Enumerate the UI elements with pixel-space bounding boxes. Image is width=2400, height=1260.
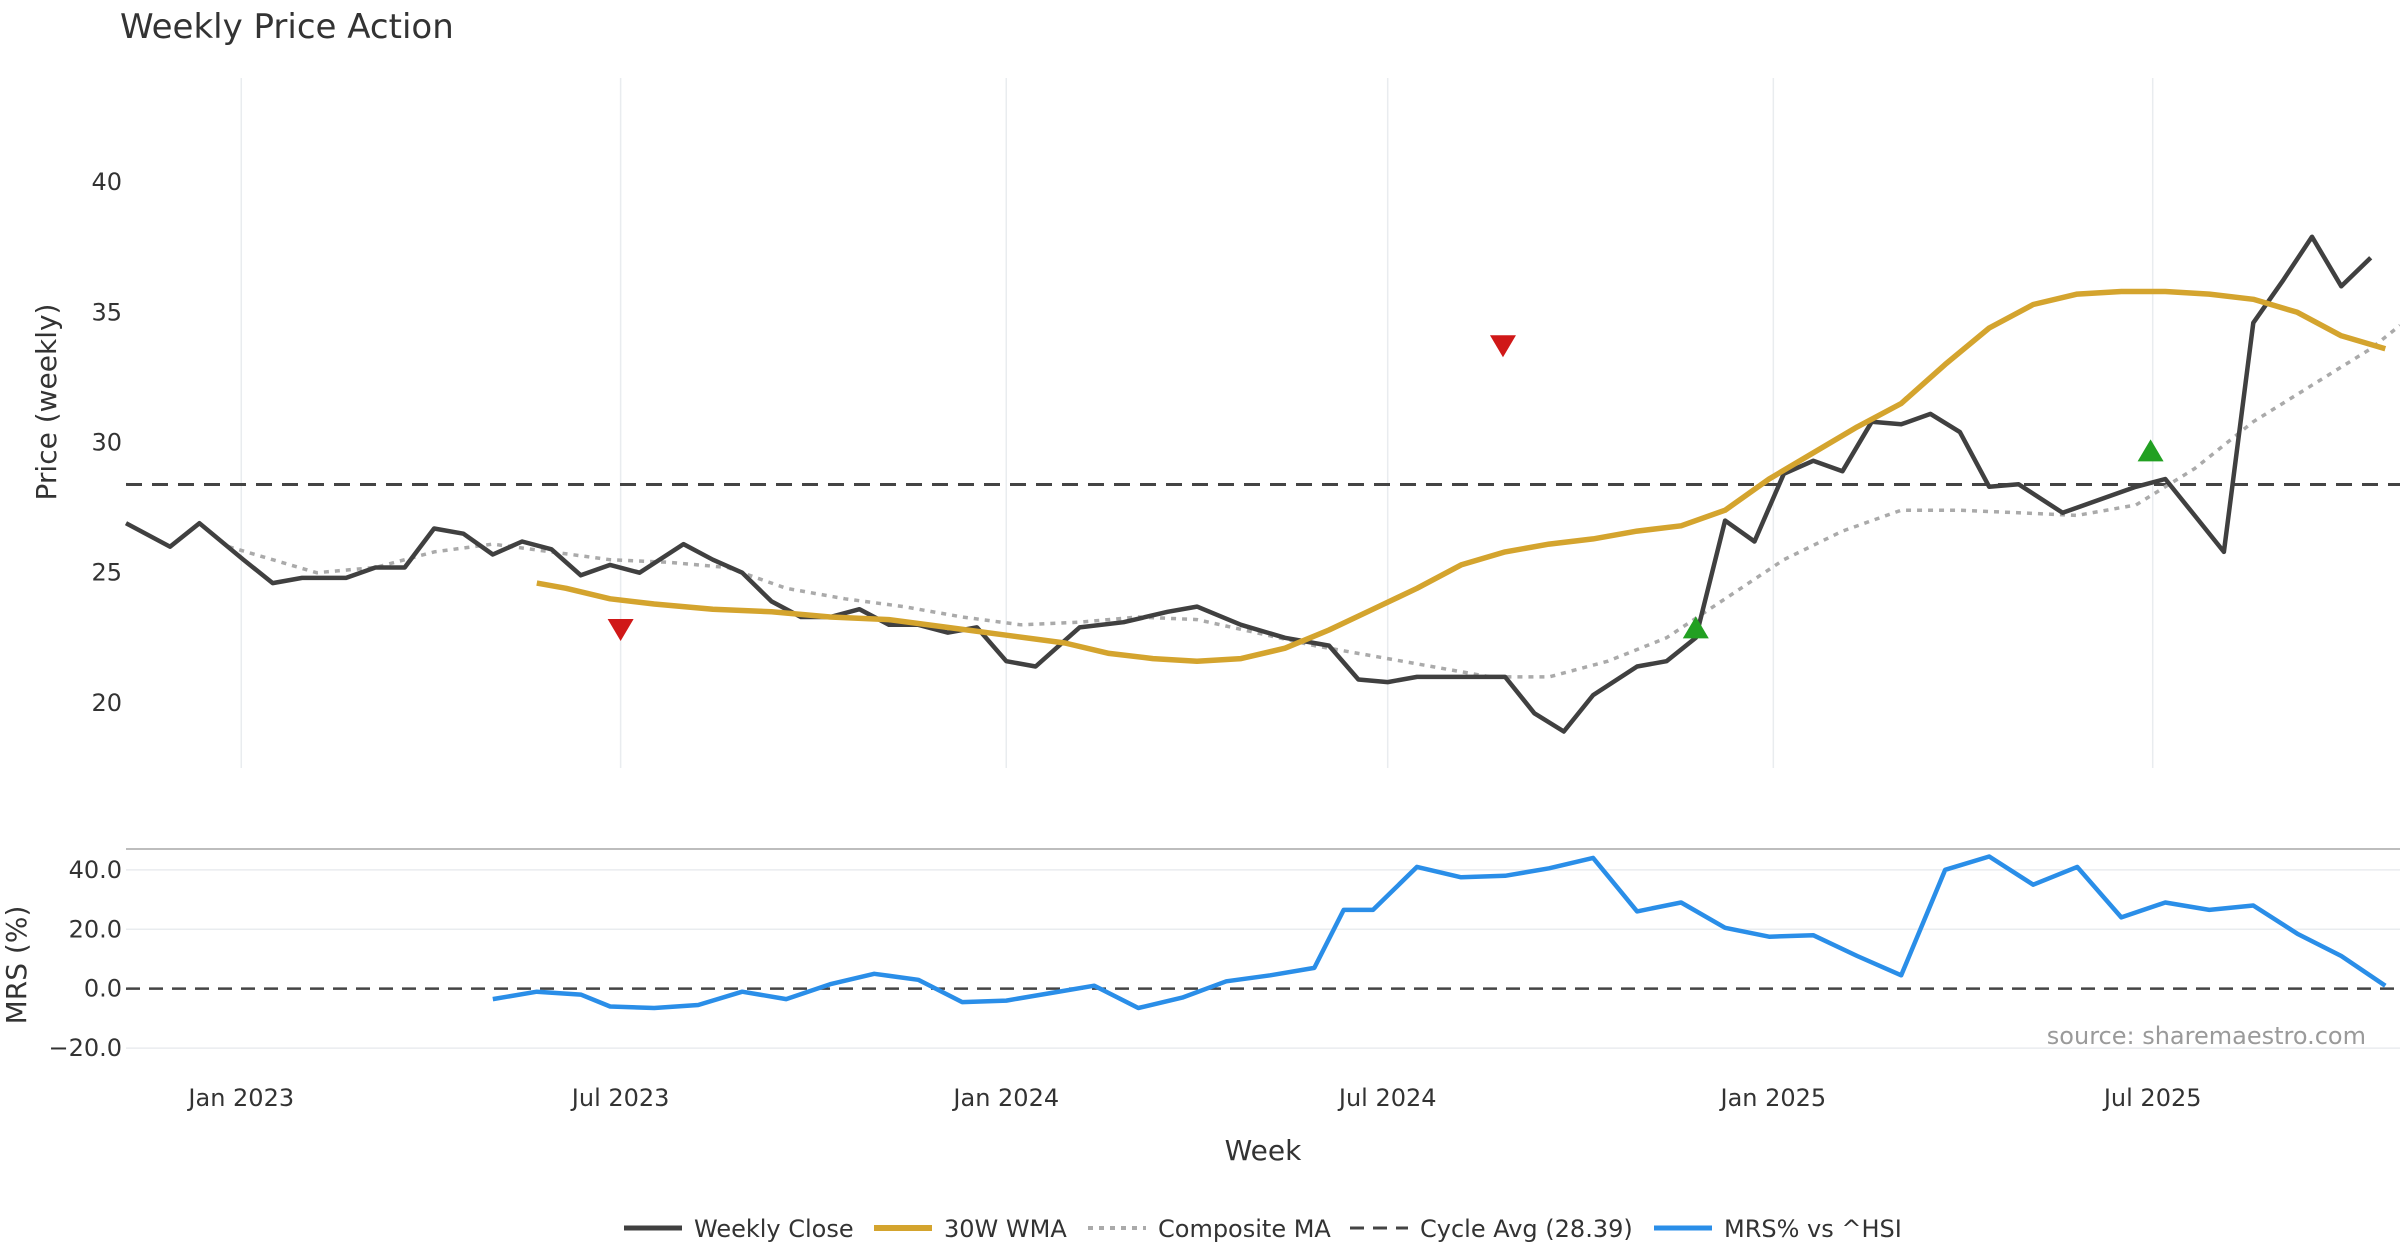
mrs-line	[492, 854, 2387, 1011]
legend-label: Cycle Avg (28.39)	[1420, 1215, 1633, 1243]
sell-signal-marker	[607, 619, 634, 641]
mrs-y-tick-label: −20.0	[48, 1034, 122, 1062]
x-tick-label: Jan 2024	[951, 1084, 1059, 1112]
legend-label: 30W WMA	[944, 1215, 1067, 1243]
x-tick-label: Jul 2024	[1337, 1084, 1437, 1112]
x-tick-label: Jan 2023	[186, 1084, 294, 1112]
price-gridlines	[240, 78, 2154, 768]
legend: Weekly Close 30W WMA Composite MA Cycle Avg…	[624, 1215, 1902, 1243]
price-panel: 20 25 30 35 40 Price (weekly)	[30, 78, 2400, 768]
mrs-panel: −20.0 0.0 20.0 40.0 MRS (%) source: sharema…	[0, 848, 2400, 1062]
mrs-y-ticks: −20.0 0.0 20.0 40.0	[48, 856, 122, 1062]
buy-signal-marker	[2137, 439, 2164, 462]
signal-markers	[607, 335, 2164, 641]
legend-label: MRS% vs ^HSI	[1724, 1215, 1902, 1243]
mrs-y-tick-label: 20.0	[69, 915, 122, 943]
composite-ma-line	[228, 324, 2400, 679]
price-series	[124, 234, 2400, 734]
mrs-y-tick-label: 0.0	[84, 975, 122, 1003]
chart-title: Weekly Price Action	[120, 7, 454, 47]
legend-label: Composite MA	[1158, 1215, 1331, 1243]
price-y-tick-label: 30	[91, 429, 122, 457]
x-tick-label: Jul 2025	[2102, 1084, 2202, 1112]
source-label: source: sharemaestro.com	[2047, 1022, 2366, 1050]
x-tick-label: Jul 2023	[570, 1084, 670, 1112]
price-y-tick-label: 40	[91, 168, 122, 196]
x-axis-ticks: Jan 2023 Jul 2023 Jan 2024 Jul 2024 Jan 2025…	[186, 1084, 2201, 1112]
x-axis-title: Week	[1225, 1134, 1302, 1167]
sell-signal-marker	[1489, 335, 1516, 358]
price-y-tick-label: 20	[91, 689, 122, 717]
mrs-gridlines	[126, 869, 2400, 1049]
buy-signal-marker	[1682, 616, 1709, 639]
price-y-tick-label: 35	[91, 298, 122, 326]
mrs-y-tick-label: 40.0	[69, 856, 122, 884]
mrs-series	[126, 854, 2400, 1011]
weekly-close-line	[124, 234, 2373, 734]
price-y-axis-title: Price (weekly)	[30, 304, 63, 501]
x-tick-label: Jan 2025	[1718, 1084, 1826, 1112]
legend-label: Weekly Close	[694, 1215, 854, 1243]
wma-30w-line	[536, 288, 2387, 664]
price-y-ticks: 20 25 30 35 40	[91, 168, 122, 717]
price-y-tick-label: 25	[91, 559, 122, 587]
mrs-y-axis-title: MRS (%)	[0, 906, 33, 1025]
